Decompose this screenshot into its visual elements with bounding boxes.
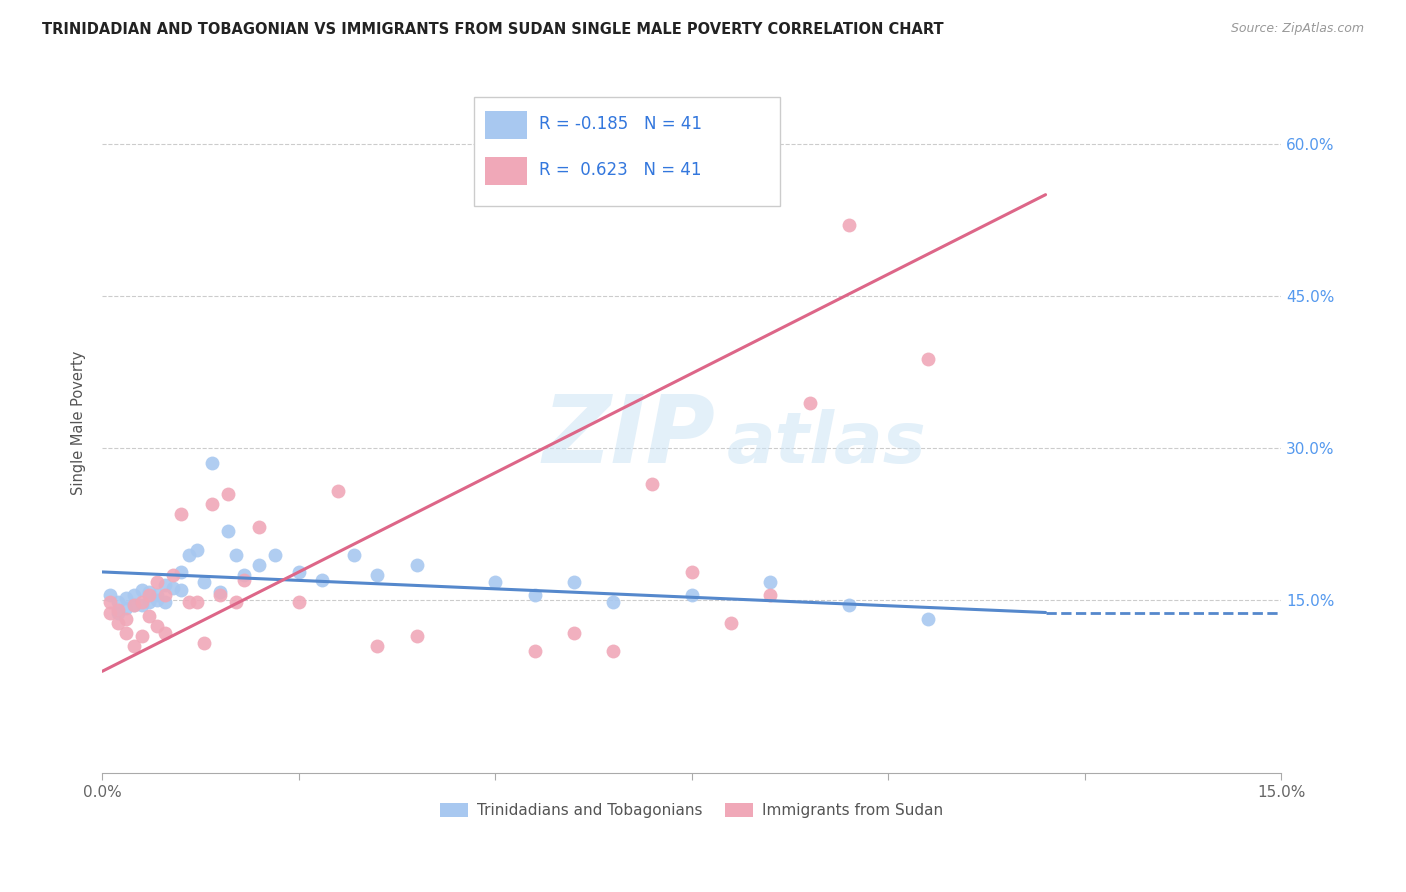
Point: [217, 524, 239, 539]
Y-axis label: Single Male Poverty: Single Male Poverty: [72, 351, 86, 495]
Point: [131, 583, 153, 598]
Point: [162, 568, 184, 582]
Point: [838, 599, 860, 613]
Point: [232, 573, 254, 587]
Point: [264, 548, 287, 562]
Point: [138, 588, 160, 602]
Point: [193, 636, 215, 650]
Text: atlas: atlas: [727, 409, 927, 478]
Point: [107, 595, 129, 609]
Point: [217, 487, 239, 501]
Point: [131, 629, 153, 643]
Point: [122, 588, 145, 602]
Point: [146, 588, 169, 602]
Point: [523, 644, 546, 658]
Point: [484, 575, 506, 590]
Point: [153, 595, 176, 609]
Point: [146, 618, 169, 632]
FancyBboxPatch shape: [485, 112, 527, 139]
Text: ZIP: ZIP: [543, 391, 716, 483]
Point: [193, 575, 215, 590]
Point: [170, 507, 193, 521]
Point: [225, 548, 247, 562]
Point: [177, 548, 200, 562]
Point: [153, 578, 176, 592]
Point: [114, 625, 136, 640]
FancyBboxPatch shape: [474, 97, 780, 206]
Point: [249, 558, 271, 572]
Point: [225, 595, 247, 609]
Point: [681, 588, 703, 602]
Point: [287, 565, 309, 579]
Point: [114, 601, 136, 615]
Point: [138, 585, 160, 599]
Point: [170, 583, 193, 598]
Point: [838, 218, 860, 232]
Point: [405, 558, 427, 572]
Point: [146, 593, 169, 607]
Point: [107, 603, 129, 617]
Point: [759, 575, 782, 590]
Point: [366, 568, 388, 582]
Text: R = -0.185   N = 41: R = -0.185 N = 41: [538, 115, 702, 133]
Point: [131, 595, 153, 609]
Point: [759, 588, 782, 602]
Point: [122, 599, 145, 613]
Point: [343, 548, 366, 562]
Point: [162, 581, 184, 595]
Point: [201, 497, 224, 511]
Point: [232, 568, 254, 582]
Text: Source: ZipAtlas.com: Source: ZipAtlas.com: [1230, 22, 1364, 36]
Point: [287, 595, 309, 609]
Point: [138, 595, 160, 609]
Point: [641, 476, 664, 491]
Point: [170, 565, 193, 579]
Point: [131, 599, 153, 613]
Point: [138, 608, 160, 623]
Point: [146, 575, 169, 590]
Point: [98, 595, 121, 609]
Point: [562, 625, 585, 640]
Point: [98, 588, 121, 602]
Point: [122, 639, 145, 653]
Text: TRINIDADIAN AND TOBAGONIAN VS IMMIGRANTS FROM SUDAN SINGLE MALE POVERTY CORRELAT: TRINIDADIAN AND TOBAGONIAN VS IMMIGRANTS…: [42, 22, 943, 37]
Point: [366, 639, 388, 653]
Point: [107, 615, 129, 630]
Point: [249, 520, 271, 534]
Point: [326, 483, 349, 498]
Legend: Trinidadians and Tobagonians, Immigrants from Sudan: Trinidadians and Tobagonians, Immigrants…: [434, 797, 949, 824]
Point: [98, 606, 121, 620]
Point: [799, 395, 821, 409]
Point: [114, 611, 136, 625]
Point: [720, 615, 742, 630]
Text: R =  0.623   N = 41: R = 0.623 N = 41: [538, 161, 702, 178]
Point: [209, 588, 232, 602]
Point: [186, 595, 208, 609]
Point: [523, 588, 546, 602]
Point: [107, 606, 129, 620]
Point: [177, 595, 200, 609]
Point: [201, 457, 224, 471]
Point: [311, 573, 333, 587]
Point: [405, 629, 427, 643]
Point: [153, 588, 176, 602]
Point: [209, 585, 232, 599]
Point: [153, 625, 176, 640]
Point: [602, 595, 624, 609]
Point: [114, 591, 136, 606]
Point: [186, 542, 208, 557]
FancyBboxPatch shape: [485, 157, 527, 185]
Point: [602, 644, 624, 658]
Point: [562, 575, 585, 590]
Point: [917, 351, 939, 366]
Point: [681, 565, 703, 579]
Point: [917, 611, 939, 625]
Point: [122, 599, 145, 613]
